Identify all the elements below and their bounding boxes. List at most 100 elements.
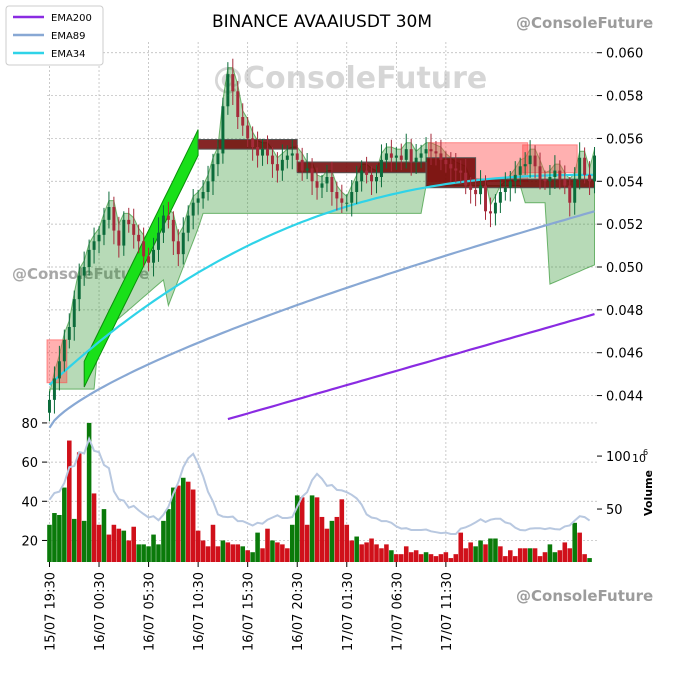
volume-bar [151, 534, 156, 562]
volume-bar [304, 524, 310, 562]
candle-body [474, 189, 478, 195]
candle-body [523, 164, 527, 167]
candle-body [365, 170, 369, 175]
candle-body [142, 241, 146, 257]
volume-bar [240, 546, 245, 562]
candle-body [335, 192, 339, 199]
candle-body [77, 275, 81, 300]
candle-body [479, 185, 483, 195]
volume-tick-label-left: 40 [21, 495, 38, 510]
volume-bar [111, 524, 117, 562]
candle-body [528, 155, 532, 165]
volume-bar [399, 554, 404, 562]
volume-bar [67, 440, 72, 562]
volume-bar [116, 528, 122, 562]
volume-bar [488, 538, 493, 562]
volume-tick-label-left: 80 [21, 417, 38, 432]
volume-bar [552, 552, 558, 562]
volume-bar [329, 520, 335, 562]
legend-label-ema200: EMA200 [51, 13, 92, 24]
candle-body [563, 179, 567, 186]
volume-bar [245, 550, 250, 562]
bright-green-band [83, 129, 199, 388]
candle-body [345, 202, 349, 204]
volume-bar [493, 538, 498, 562]
candle-body [241, 117, 245, 126]
x-tick-label: 17/07 01:30 [341, 572, 356, 651]
volume-bar [126, 540, 132, 562]
candle-body [404, 149, 408, 160]
volume-bar [106, 534, 112, 562]
candle-body [310, 168, 314, 182]
volume-bar [265, 528, 270, 562]
volume-bar [508, 550, 513, 562]
candle-body [513, 174, 517, 182]
candle-body [439, 153, 443, 160]
candle-body [216, 153, 220, 165]
candle-body [384, 153, 388, 160]
price-tick-label: 0.056 [606, 132, 643, 147]
candle-body [444, 159, 448, 165]
candle-body [251, 138, 255, 147]
candle-body [484, 185, 487, 212]
price-tick-label: 0.048 [606, 304, 643, 319]
candle-body [429, 149, 433, 152]
candle-body [57, 361, 61, 379]
candle-body [107, 207, 111, 220]
volume-bar [121, 530, 127, 562]
volume-bar [413, 550, 419, 562]
volume-ma-line [48, 435, 591, 535]
volume-bar [101, 509, 107, 562]
ema-lines [48, 173, 595, 429]
candle-body [166, 215, 170, 220]
candle-body [370, 174, 374, 182]
volume-bars [47, 422, 592, 562]
candle-body [464, 172, 468, 186]
candle-body [275, 164, 279, 171]
watermark-left: @ConsoleFuture [12, 265, 149, 283]
candle-body [340, 198, 344, 203]
candle-body [454, 168, 458, 171]
volume-bar [562, 542, 568, 562]
candle-body [503, 187, 507, 192]
volume-bar [542, 552, 548, 562]
price-tick-label: 0.060 [606, 47, 643, 62]
candle-body [419, 153, 423, 158]
volume-bar [294, 495, 300, 562]
volume-bar [86, 422, 92, 562]
volume-bar [453, 554, 459, 562]
candle-body [394, 155, 398, 158]
watermark-center: @ConsoleFuture [213, 61, 487, 96]
volume-bar [47, 524, 52, 562]
volume-bar [285, 548, 290, 562]
candle-body [568, 185, 572, 203]
x-tick-label: 17/07 06:30 [390, 572, 405, 651]
candle-body [206, 181, 210, 192]
dark-red-band [475, 178, 596, 189]
candle-body [47, 399, 51, 413]
volume-axis-exponent-power: 6 [643, 448, 648, 457]
candle-body [424, 149, 428, 154]
volume-bar [374, 544, 379, 562]
volume-bar [200, 540, 206, 562]
volume-bar [423, 552, 429, 562]
x-tick-label: 16/07 15:30 [242, 572, 257, 651]
volume-bar [190, 489, 196, 562]
candle-body [261, 149, 265, 156]
volume-bar [572, 522, 577, 562]
candle-body [593, 155, 597, 182]
volume-bar [473, 546, 478, 562]
candle-body [320, 183, 324, 188]
volume-bar [522, 548, 528, 562]
volume-bar [195, 530, 201, 562]
volume-bar [527, 548, 533, 562]
candle-body [186, 215, 190, 233]
candle-body [226, 74, 230, 107]
candle-body [459, 170, 463, 173]
volume-bar [62, 487, 67, 562]
volume-bar [161, 520, 166, 562]
x-tick-label: 16/07 10:30 [192, 572, 207, 651]
volume-bar [344, 524, 350, 562]
x-tick-label: 16/07 20:30 [291, 572, 306, 651]
